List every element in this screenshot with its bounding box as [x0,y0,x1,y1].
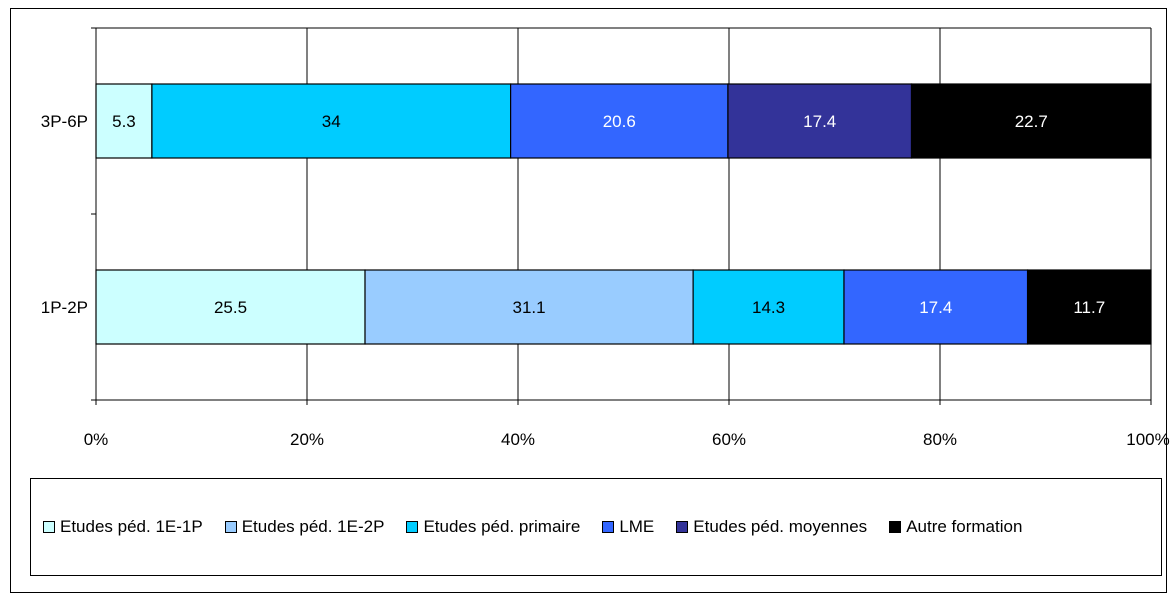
data-label: 5.3 [112,112,136,131]
legend-label: Etudes péd. 1E-1P [60,517,203,536]
legend-swatch [406,521,419,533]
x-tick-label: 0% [84,430,109,449]
data-label: 22.7 [1015,112,1048,131]
bar-segment [364,269,694,345]
legend-swatch [224,521,237,533]
data-label: 11.7 [1073,298,1105,317]
bar-segment [692,269,845,345]
bar-segment [1026,269,1152,345]
tick-labels: 0% 20% 40% 60% 80% 100% [84,430,1170,449]
x-tick-label: 80% [923,430,957,449]
data-label: 17.4 [919,298,952,317]
x-tick-label: 40% [501,430,535,449]
x-tick-label: 60% [712,430,746,449]
legend-label: Etudes péd. moyennes [693,517,868,536]
stacked-bar-chart: 5.3 34 20.6 17.4 22.7 25.5 31.1 14.3 17.4 11.7 0%… [41,27,1170,449]
legend-swatch [676,521,689,533]
data-label: 20.6 [603,112,636,131]
bar-segment [843,269,1029,345]
legend-swatch [43,521,55,533]
bar-segment [727,83,913,159]
legend-label: Etudes péd. primaire [423,517,581,536]
category-label: 1P-2P [41,298,88,317]
legend-item: Etudes péd. moyennes [676,517,867,537]
legend-label: LME [619,517,655,536]
axes [91,27,1152,405]
category-labels: 3P-6P 1P-2P [41,112,88,317]
data-label: 25.5 [214,298,247,317]
data-label: 34 [322,112,341,131]
legend-item: Etudes péd. primaire [406,517,580,537]
legend-swatch [602,521,615,533]
legend-item: Etudes péd. 1E-1P [43,517,203,537]
x-tick-label: 100% [1126,430,1169,449]
category-label: 3P-6P [41,112,88,131]
legend-label: Autre formation [906,517,1023,536]
legend-item: Etudes péd. 1E-2P [224,517,385,537]
legend-label: Etudes péd. 1E-2P [241,517,385,536]
bar-segment [151,83,512,159]
x-tick-label: 20% [290,430,324,449]
bar-segment [910,83,1152,159]
data-label: 14.3 [752,298,785,317]
data-label: 31.1 [513,298,546,317]
legend: Etudes péd. 1E-1P Etudes péd. 1E-2P Etudes… [30,478,1162,576]
legend-item: LME [602,517,654,537]
bar-segment [510,83,729,159]
legend-swatch [889,521,902,533]
legend-item: Autre formation [889,517,1022,537]
data-label: 17.4 [803,112,836,131]
bar-segment [95,269,366,345]
bars: 5.3 34 20.6 17.4 22.7 25.5 31.1 14.3 17.4 11.7 [95,83,1152,345]
